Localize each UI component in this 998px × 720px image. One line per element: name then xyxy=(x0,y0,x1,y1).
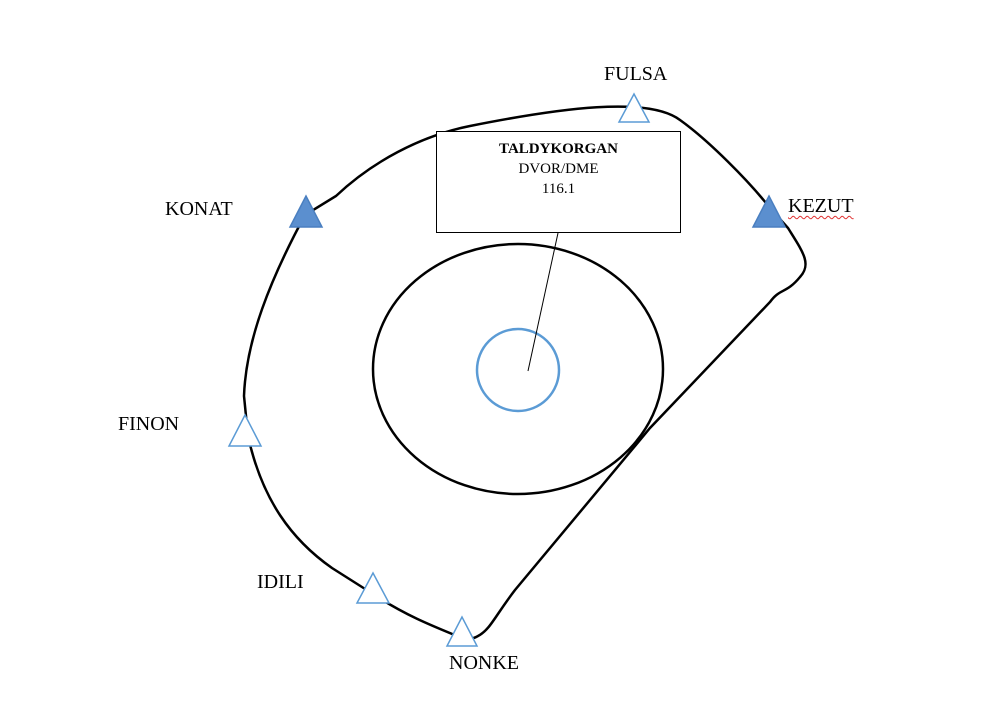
navaid-leader-line xyxy=(527,232,559,372)
navaid-frequency: 116.1 xyxy=(541,181,576,197)
terminal-circle xyxy=(371,242,665,496)
waypoint-label-konat: KONAT xyxy=(165,198,233,220)
triangle-konat xyxy=(288,194,324,228)
waypoint-label-fulsa: FULSA xyxy=(604,63,668,85)
navaid-info-box: TALDYKORGAN DVOR/DME 116.1 xyxy=(436,131,681,233)
triangle-kezut xyxy=(751,194,787,228)
triangle-nonke xyxy=(445,615,479,647)
waypoint-label-idili: IDILI xyxy=(257,571,304,593)
waypoint-label-finon: FINON xyxy=(118,413,180,435)
triangle-fulsa xyxy=(617,92,651,123)
triangle-idili xyxy=(355,571,391,604)
waypoint-label-nonke: NONKE xyxy=(449,652,519,674)
navaid-type: DVOR/DME xyxy=(518,161,599,177)
triangle-finon xyxy=(227,413,263,447)
navaid-name: TALDYKORGAN xyxy=(499,141,618,157)
waypoint-label-kezut: KEZUT xyxy=(788,195,854,217)
navaid-circle xyxy=(475,327,561,413)
